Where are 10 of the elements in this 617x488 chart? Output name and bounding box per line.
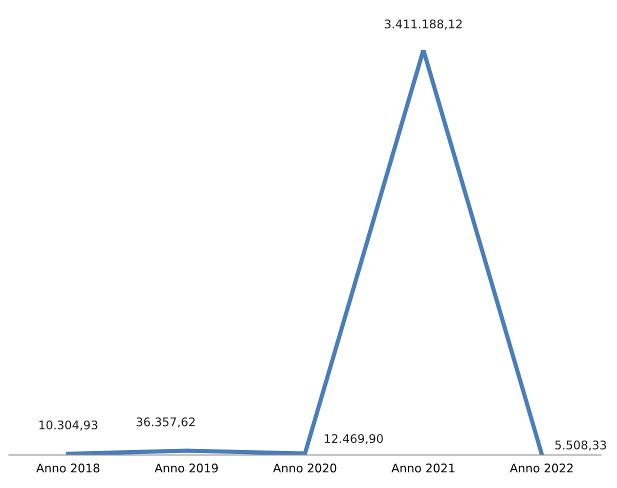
x-tick-label: Anno 2019 (154, 464, 218, 472)
data-label: 3.411.188,12 (384, 19, 462, 30)
data-label: 36.357,62 (136, 417, 195, 428)
x-tick-label: Anno 2021 (391, 464, 454, 472)
data-label: 12.469,90 (324, 434, 383, 444)
x-tick-label: Anno 2022 (510, 464, 573, 472)
x-tick-label: Anno 2020 (273, 464, 336, 472)
data-label: 5.508,33 (555, 440, 606, 451)
data-label: 10.304,93 (39, 420, 98, 431)
x-tick-label: Anno 2018 (36, 464, 100, 472)
